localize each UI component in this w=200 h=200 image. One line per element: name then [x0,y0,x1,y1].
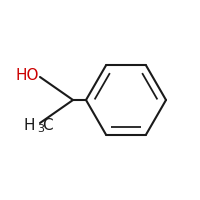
Text: H: H [24,117,35,132]
Text: HO: HO [16,68,39,82]
Text: 3: 3 [37,124,44,134]
Text: C: C [42,117,52,132]
